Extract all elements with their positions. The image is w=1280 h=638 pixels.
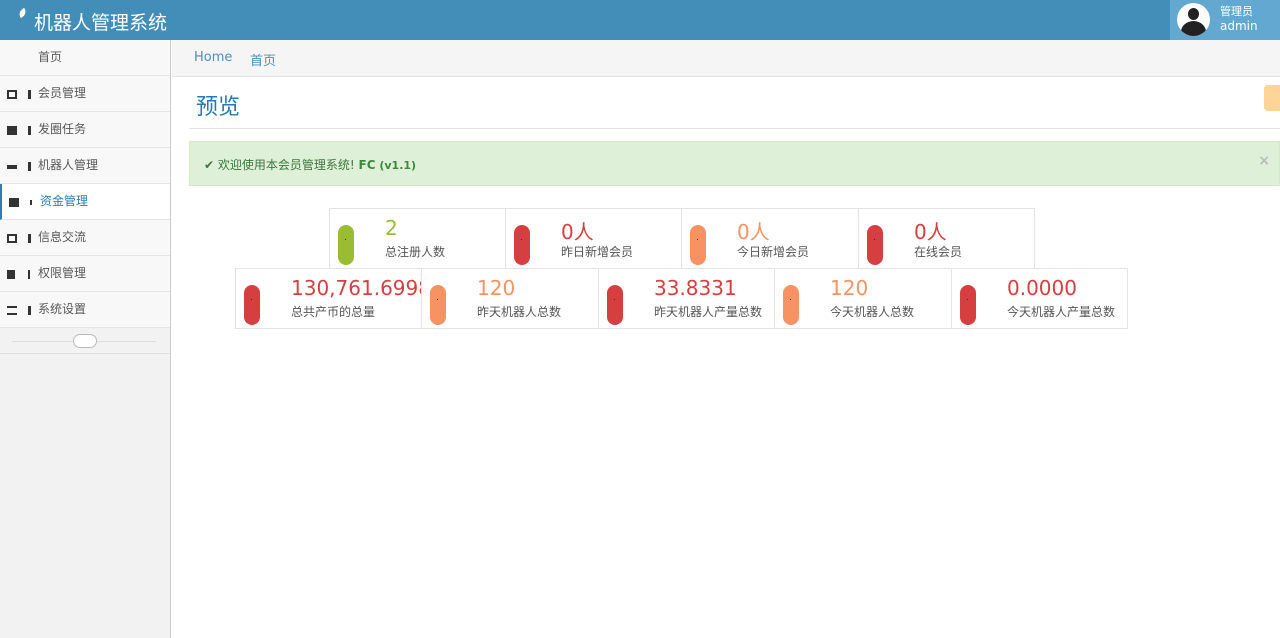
settings-button[interactable] (1264, 85, 1280, 111)
nav-label: 权限管理 (38, 266, 87, 280)
stat-value: 0.0000 (1007, 276, 1077, 300)
nav-item-active[interactable]: 资金管理 (0, 184, 170, 220)
stat-box: 120 今天机器人总数 (774, 268, 952, 329)
navbar: 机器人管理系统 管理员 admin (0, 0, 1280, 40)
stat-box: 0人 今日新增会员 (681, 208, 859, 269)
nav-label: 发圈任务 (38, 122, 87, 136)
nav-item[interactable]: 首页 (0, 40, 170, 76)
breadcrumb-current[interactable]: 首页 (250, 54, 277, 69)
alert-version: (v1.1) (379, 159, 417, 172)
stat-box: 0人 在线会员 (858, 208, 1035, 269)
alert: ✔ 欢迎使用本会员管理系统! FC (v1.1) × (189, 141, 1280, 186)
nav-item[interactable]: 系统设置 (0, 292, 170, 328)
nav-label: 会员管理 (38, 86, 87, 100)
stat-box: 120 昨天机器人总数 (421, 268, 599, 329)
nav-label: 系统设置 (38, 302, 87, 316)
nav-label: 机器人管理 (38, 158, 99, 172)
stat-box: 2 总注册人数 (329, 208, 506, 269)
stat-box: 130,761.6998 总共产币的总量 (235, 268, 431, 329)
user-name: admin (1220, 19, 1258, 33)
stat-value: 0人 (737, 220, 770, 244)
stat-value: 2 (385, 216, 398, 240)
stat-value: 0人 (561, 220, 594, 244)
sidebar-collapse[interactable] (0, 329, 170, 354)
stat-value: 0人 (914, 220, 947, 244)
alert-text: 欢迎使用本会员管理系统! (217, 158, 355, 172)
alert-brand: FC (358, 158, 376, 172)
stat-box: 0人 昨日新增会员 (505, 208, 682, 269)
stat-box: 0.0000 今天机器人产量总数 (951, 268, 1128, 329)
stat-value: 120 (477, 276, 516, 300)
stat-label: 昨天机器人产量总数 (654, 305, 763, 319)
logo-icon (17, 7, 28, 19)
stat-label: 昨日新增会员 (561, 245, 634, 259)
stat-value: 120 (830, 276, 869, 300)
app-title[interactable]: 机器人管理系统 (34, 12, 168, 34)
breadcrumb: Home 首页 (172, 40, 1280, 77)
close-button[interactable]: × (1258, 153, 1270, 169)
user-role: 管理员 (1220, 5, 1253, 18)
stat-label: 今天机器人总数 (830, 305, 915, 319)
nav-item[interactable]: 机器人管理 (0, 148, 170, 184)
page-title: 预览 (196, 95, 241, 120)
stat-label: 今天机器人产量总数 (1007, 305, 1116, 319)
breadcrumb-link[interactable]: Home (194, 50, 233, 65)
stat-label: 总共产币的总量 (291, 305, 376, 319)
divider (189, 128, 1280, 129)
user-info: 管理员 admin (1220, 5, 1258, 33)
nav-label: 资金管理 (40, 194, 89, 208)
avatar (1177, 3, 1210, 36)
nav-item[interactable]: 会员管理 (0, 76, 170, 112)
stat-label: 昨天机器人总数 (477, 305, 562, 319)
nav-item[interactable]: 信息交流 (0, 220, 170, 256)
stat-label: 总注册人数 (385, 245, 446, 259)
nav-label: 信息交流 (38, 230, 87, 244)
nav-item[interactable]: 发圈任务 (0, 112, 170, 148)
stat-value: 130,761.6998 (291, 276, 431, 300)
stat-box: 33.8331 昨天机器人产量总数 (598, 268, 775, 329)
stat-value: 33.8331 (654, 276, 737, 300)
sidebar: 首页 会员管理 发圈任务 机器人管理 资金管理 信息交流 权限管理 系统设置 (0, 40, 171, 638)
nav-item[interactable]: 权限管理 (0, 256, 170, 292)
stat-label: 今日新增会员 (737, 245, 810, 259)
nav-label: 首页 (38, 50, 63, 64)
stat-label: 在线会员 (914, 245, 963, 259)
user-menu[interactable]: 管理员 admin (1170, 0, 1280, 40)
